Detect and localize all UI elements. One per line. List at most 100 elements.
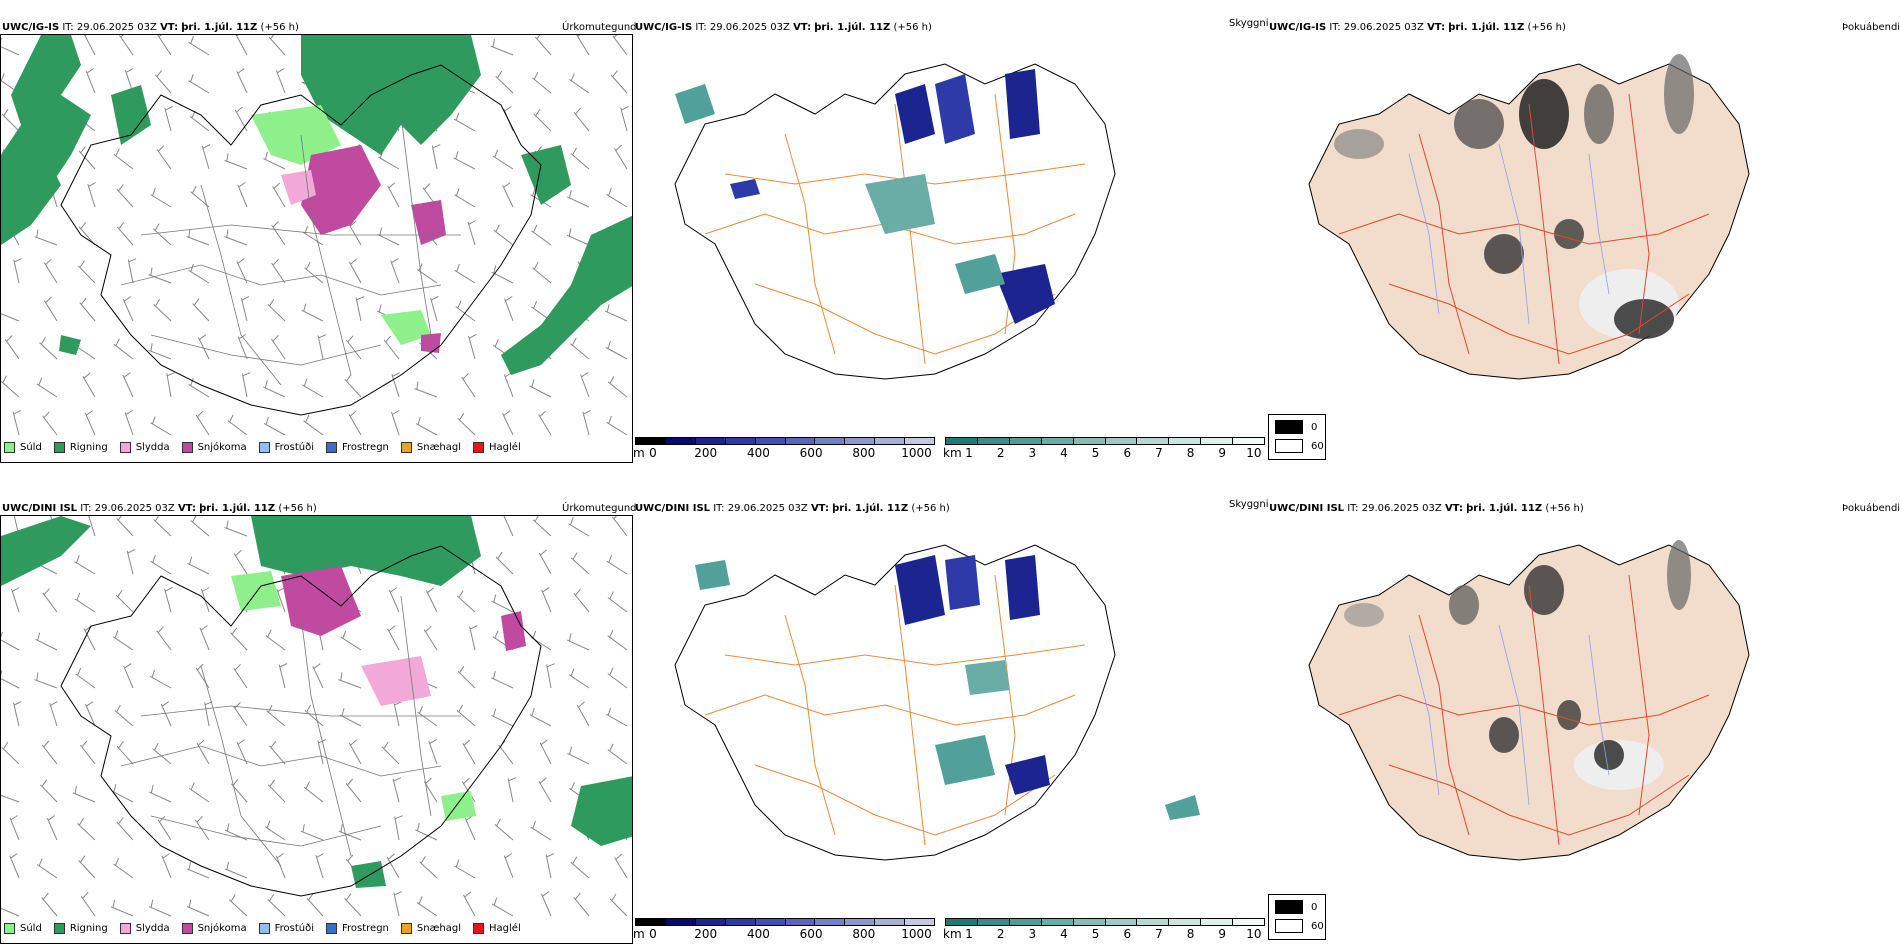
panel-header: UWC/DINI ISL IT: 29.06.2025 03Z VT: þri.… — [2, 503, 317, 515]
wind-barb — [339, 708, 362, 727]
legend-swatch — [473, 922, 485, 934]
wind-barb — [228, 894, 248, 917]
wind-barb — [187, 556, 210, 575]
ceiling-map-2[interactable] — [635, 515, 1268, 915]
legend-label: Rigning — [69, 922, 108, 934]
colorbar-swatch — [1137, 438, 1170, 444]
wind-barb — [457, 665, 476, 689]
wind-barb — [240, 296, 250, 322]
fog-map-svg — [1308, 54, 1750, 380]
legend-swatch — [473, 441, 485, 453]
colorbar-tick: 800 — [852, 446, 876, 460]
vt-value: þri. 1.júl. 11Z — [832, 503, 909, 514]
colorbar-swatch — [946, 919, 978, 925]
legend-swatch — [400, 922, 412, 934]
colorbar-tick: 5 — [1091, 446, 1100, 460]
wind-barb — [503, 372, 514, 398]
wind-barb — [166, 372, 175, 398]
colorbar-swatch — [845, 919, 876, 925]
legend-label: Haglél — [489, 441, 521, 453]
wind-barb — [110, 899, 134, 917]
colorbar-tick: 9 — [1218, 446, 1227, 460]
wind-barb — [532, 516, 552, 537]
vt-label: VT: — [810, 503, 829, 514]
wind-barb — [275, 853, 286, 879]
legend-item: Frostregn — [326, 441, 389, 453]
ceiling-map-1[interactable] — [635, 34, 1268, 434]
wind-barb — [82, 372, 96, 398]
colorbar-tick: 400 — [746, 446, 770, 460]
colorbar-swatch — [1041, 438, 1074, 444]
lead-time: (+56 h) — [911, 503, 950, 514]
rivers — [1408, 624, 1610, 806]
it-value: 29.06.2025 03Z — [1343, 22, 1424, 33]
wind-barb — [11, 587, 20, 613]
wind-barb — [233, 663, 248, 689]
wind-barb — [87, 182, 96, 208]
wind-barb — [573, 107, 590, 132]
wind-barb — [503, 516, 514, 537]
fog-scale: 0 60 — [1268, 894, 1326, 940]
model-name: UWC/IG-IS — [1269, 22, 1327, 33]
fog-scale: 0 60 — [1268, 414, 1326, 460]
ceiling-map-svg — [674, 63, 1116, 380]
lead-time: (+56 h) — [1527, 22, 1566, 33]
colorbar-swatch — [785, 919, 816, 925]
wind-barb — [1, 670, 20, 689]
wind-barb — [230, 627, 248, 651]
wind-barb — [148, 785, 172, 803]
legend-swatch — [181, 441, 193, 453]
fog-low-label: 60 — [1311, 440, 1324, 452]
ceiling-map-svg — [674, 544, 1200, 861]
wind-barb — [391, 410, 400, 436]
wind-barb — [126, 549, 136, 575]
wind-barb — [414, 381, 438, 398]
wind-barb — [39, 337, 58, 360]
wind-barb — [504, 296, 514, 322]
road-network — [120, 114, 461, 386]
wind-barb — [13, 258, 22, 284]
colorbar-swatch — [1105, 919, 1138, 925]
wind-barb — [186, 229, 210, 246]
visibility-unit: km — [943, 927, 962, 941]
wind-barb — [428, 739, 438, 765]
legend-swatch — [181, 922, 193, 934]
legend-swatch — [4, 922, 15, 934]
wind-barb — [566, 228, 590, 246]
colorbar-tick: 2 — [996, 927, 1005, 941]
wind-barb — [9, 853, 20, 879]
wind-barb — [78, 222, 96, 246]
wind-barb — [539, 739, 552, 765]
fog-high-swatch — [1275, 420, 1303, 434]
precip-map-1[interactable] — [0, 34, 633, 463]
wind-barb — [196, 739, 210, 765]
wind-barb — [204, 701, 213, 727]
legend-item: Snjókoma — [181, 441, 247, 453]
wind-barb — [531, 224, 552, 246]
wind-barb — [195, 663, 210, 689]
height-colorbar: m 0 200 400 600 800 1000 — [633, 437, 935, 461]
precip-map-2[interactable] — [0, 515, 633, 944]
wind-barb — [491, 670, 514, 689]
vt-value: þri. 1.júl. 11Z — [181, 22, 258, 33]
visibility-unit: km — [943, 446, 962, 460]
wind-barb — [532, 261, 552, 284]
legend-label: Slydda — [135, 441, 170, 453]
wind-barb — [620, 106, 629, 132]
precip-map-svg — [1, 516, 632, 917]
wind-barb — [77, 260, 96, 284]
fog-low-label: 60 — [1311, 920, 1324, 932]
wind-barb — [416, 896, 438, 917]
colorbar-tick: 1000 — [901, 927, 932, 941]
colorbar-tick: 600 — [799, 446, 823, 460]
fog-map-1[interactable] — [1269, 34, 1900, 434]
wind-barb — [453, 112, 476, 132]
legend-label: Snæhagl — [416, 441, 462, 453]
legend-item: Haglél — [473, 922, 521, 934]
wind-barb — [40, 779, 58, 803]
colorbar-tick: 6 — [1123, 927, 1132, 941]
wind-barb — [392, 777, 402, 803]
fog-map-2[interactable] — [1269, 515, 1900, 915]
fog-map-svg — [1308, 540, 1750, 861]
legend-label: Frostregn — [342, 922, 389, 934]
